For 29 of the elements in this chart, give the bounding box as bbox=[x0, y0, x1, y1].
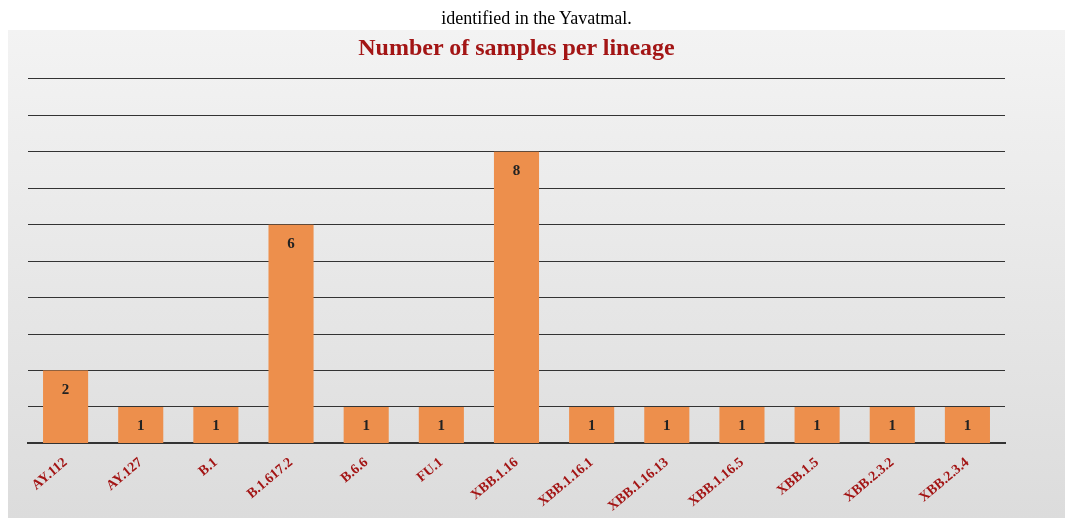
bar bbox=[794, 406, 840, 443]
bar bbox=[493, 151, 540, 443]
bar bbox=[193, 406, 239, 443]
bar bbox=[418, 406, 464, 443]
data-label: 1 bbox=[212, 417, 220, 434]
bar bbox=[944, 406, 990, 443]
x-tick-label: B.1 bbox=[195, 454, 221, 479]
bar bbox=[43, 370, 89, 443]
data-label: 1 bbox=[888, 417, 897, 434]
bar bbox=[869, 406, 915, 443]
data-label: 1 bbox=[587, 417, 596, 434]
bar bbox=[569, 406, 615, 443]
data-label: 1 bbox=[963, 417, 972, 434]
bar bbox=[644, 406, 690, 443]
chart-title: Number of samples per lineage bbox=[358, 33, 676, 60]
data-label: 1 bbox=[362, 417, 370, 434]
bar bbox=[118, 406, 164, 443]
data-label: 6 bbox=[287, 235, 296, 252]
data-label: 1 bbox=[663, 417, 671, 434]
bar bbox=[343, 406, 389, 443]
data-label: 2 bbox=[61, 380, 70, 397]
text: identified in the Yavatmal. bbox=[8, 8, 1065, 30]
bar bbox=[719, 406, 765, 443]
data-label: 1 bbox=[738, 417, 746, 434]
data-label: 1 bbox=[437, 417, 446, 434]
bar bbox=[268, 224, 314, 443]
data-label: 8 bbox=[512, 162, 521, 179]
data-label: 1 bbox=[136, 417, 145, 434]
data-label: 1 bbox=[813, 417, 821, 434]
